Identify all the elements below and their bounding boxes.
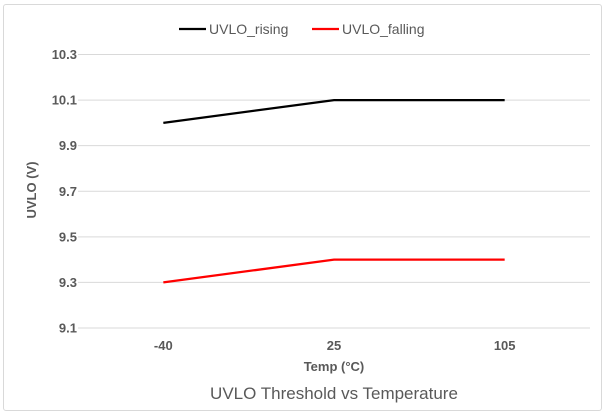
y-tick-label: 10.3 [52, 47, 77, 62]
y-tick-label: 10.1 [52, 93, 77, 108]
x-axis-label: Temp (°C) [304, 359, 365, 374]
y-tick-label: 9.7 [59, 184, 77, 199]
y-tick-label: 9.3 [59, 275, 77, 290]
chart-frame [3, 4, 602, 411]
chart-title: UVLO Threshold vs Temperature [210, 384, 458, 403]
series-line-uvlo-falling [163, 258, 505, 284]
y-axis-label: UVLO (V) [24, 161, 39, 218]
x-tick-label: -40 [154, 338, 173, 353]
legend-label: UVLO_falling [342, 21, 425, 37]
y-tick-label: 9.5 [59, 229, 77, 244]
y-tick-label: 9.1 [59, 321, 77, 336]
y-tick-label: 9.9 [59, 138, 77, 153]
x-tick-label: 105 [494, 338, 516, 353]
legend-label: UVLO_rising [209, 21, 288, 37]
x-tick-label: 25 [327, 338, 341, 353]
series-line-uvlo-rising [163, 98, 505, 124]
